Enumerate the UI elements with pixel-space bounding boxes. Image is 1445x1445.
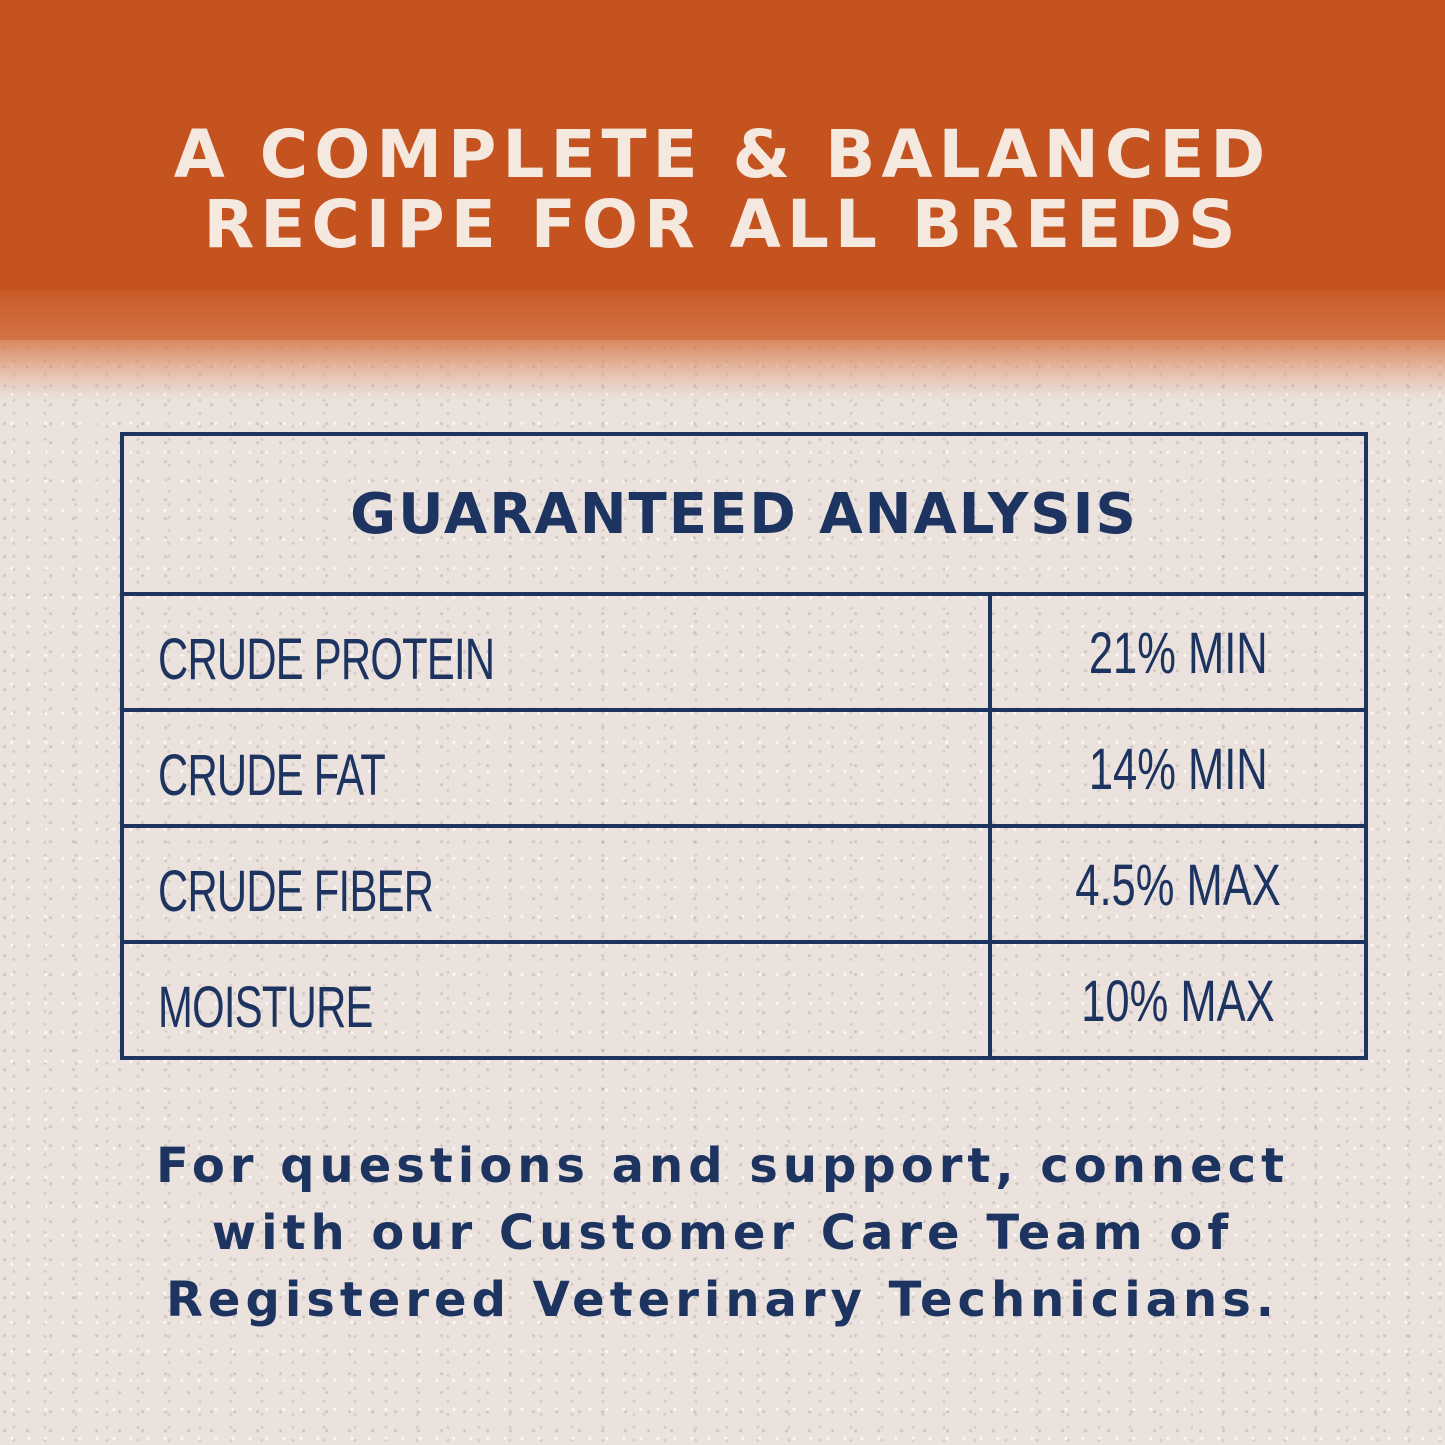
support-line-2: with our Customer Care Team of [211,1205,1234,1261]
orange-brush-band [0,0,1445,340]
table-row: CRUDE FAT 14% MIN [124,712,1364,828]
row-label: MOISTURE [158,975,373,1040]
brush-edge [0,290,1445,400]
support-line-1: For questions and support, connect [155,1138,1290,1194]
table-row: CRUDE PROTEIN 21% MIN [124,596,1364,712]
headline-line-1: A COMPLETE & BALANCED [173,116,1272,193]
headline-line-2: RECIPE FOR ALL BREEDS [203,186,1242,263]
row-value: 21% MIN [1088,621,1268,686]
row-value-cell: 4.5% MAX [992,852,1364,919]
support-message: For questions and support, connect with … [0,1133,1445,1334]
row-label: CRUDE FIBER [158,859,434,924]
table-title: GUARANTEED ANALYSIS [124,436,1364,596]
row-value: 14% MIN [1088,737,1268,802]
row-value: 10% MAX [1081,969,1275,1034]
row-value-cell: 14% MIN [992,736,1364,803]
row-label: CRUDE PROTEIN [158,627,495,692]
row-value-cell: 21% MIN [992,620,1364,687]
guaranteed-analysis-table: GUARANTEED ANALYSIS CRUDE PROTEIN 21% MI… [120,432,1368,1060]
row-label: CRUDE FAT [158,743,386,808]
row-value: 4.5% MAX [1075,853,1281,918]
table-row: MOISTURE 10% MAX [124,944,1364,1056]
table-row: CRUDE FIBER 4.5% MAX [124,828,1364,944]
support-line-3: Registered Veterinary Technicians. [165,1272,1280,1328]
row-value-cell: 10% MAX [992,968,1364,1035]
